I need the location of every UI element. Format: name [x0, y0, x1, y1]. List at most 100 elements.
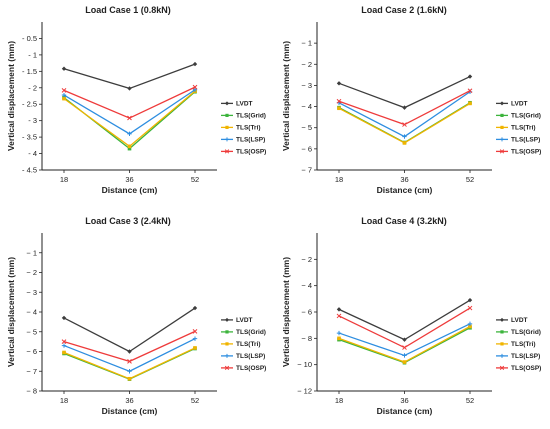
data-point — [402, 105, 407, 110]
panel-3: Load Case 3 (2.4kN) − 1 − 2 − 3 − 4 − 5 − 6 − 7… — [6, 216, 266, 416]
x-tick-label: 18 — [60, 175, 68, 184]
y-tick-label: - 0.5 — [22, 34, 37, 43]
chart-title: Load Case 2 (1.6kN) — [361, 5, 447, 15]
x-tick-label: 36 — [125, 396, 133, 405]
data-point — [467, 305, 473, 311]
series-tls-lsp- — [61, 87, 198, 137]
legend-label: TLS(LSP) — [511, 137, 540, 144]
series-tls-osp- — [61, 84, 198, 121]
series-tls-tri- — [62, 346, 197, 381]
data-point — [336, 313, 342, 319]
y-tick-label: − 12 — [297, 387, 312, 396]
y-tick-label: − 5 — [26, 327, 37, 336]
series-line — [63, 91, 196, 150]
legend-marker — [225, 137, 229, 142]
y-tick-label: − 8 — [26, 387, 37, 396]
data-point — [61, 343, 67, 348]
y-tick-label: − 7 — [26, 367, 37, 376]
data-point — [402, 337, 407, 342]
legend-label: LVDT — [511, 317, 528, 324]
data-point — [192, 84, 198, 90]
data-point — [192, 329, 198, 334]
legend-marker — [499, 365, 505, 371]
legend-marker — [224, 365, 230, 371]
legend-marker — [500, 113, 504, 117]
legend: LVDT TLS(Grid) TLS(Tri) TLS(LSP) TLS(OSP) — [496, 317, 541, 372]
x-axis-label: Distance (cm) — [102, 406, 158, 416]
legend-label: TLS(OSP) — [236, 149, 266, 156]
y-tick-label: − 6 — [26, 347, 37, 356]
y-tick-label: - 3.5 — [22, 133, 37, 142]
x-tick-label: 52 — [466, 396, 474, 405]
x-tick-label: 18 — [60, 396, 68, 405]
legend-marker — [225, 353, 229, 358]
data-point — [127, 349, 132, 354]
series-tls-tri- — [337, 101, 472, 145]
y-tick-label: - 1.5 — [22, 67, 37, 76]
series-line — [338, 75, 471, 109]
legend-marker — [225, 101, 229, 106]
data-point — [61, 339, 67, 344]
series-lvdt — [336, 297, 473, 342]
data-point — [467, 74, 473, 79]
data-point — [402, 122, 407, 127]
legend-marker — [225, 330, 229, 334]
legend-label: LVDT — [236, 317, 253, 324]
legend-label: TLS(LSP) — [236, 137, 265, 144]
data-point — [402, 141, 407, 145]
legend-marker — [225, 317, 229, 322]
y-tick-label: − 5 — [301, 123, 312, 132]
data-point — [192, 336, 198, 341]
legend-label: TLS(OSP) — [511, 365, 541, 372]
data-point — [192, 305, 198, 311]
legend: LVDT TLS(Grid) TLS(Tri) TLS(LSP) TLS(OSP) — [496, 101, 541, 156]
x-tick-label: 52 — [191, 175, 199, 184]
series-line — [63, 338, 196, 372]
legend: LVDT TLS(Grid) TLS(Tri) TLS(LSP) TLS(OSP) — [221, 317, 266, 372]
series-lvdt — [61, 61, 198, 91]
y-tick-label: − 8 — [301, 334, 312, 343]
chart-title: Load Case 4 (3.2kN) — [361, 216, 447, 226]
data-point — [337, 106, 341, 111]
legend-label: LVDT — [511, 101, 528, 108]
data-point — [468, 101, 472, 106]
data-point — [61, 66, 67, 71]
y-tick-label: − 1 — [301, 39, 312, 48]
data-point — [467, 321, 473, 327]
legend-label: TLS(LSP) — [236, 353, 265, 360]
x-tick-label: 18 — [335, 396, 343, 405]
y-axis-label: Vertical displacement (mm) — [281, 41, 291, 151]
legend: LVDT TLS(Grid) TLS(Tri) TLS(LSP) TLS(OSP) — [221, 101, 266, 156]
data-point — [127, 146, 132, 151]
y-tick-label: − 10 — [297, 360, 312, 369]
legend-marker — [499, 149, 505, 154]
data-point — [337, 336, 341, 341]
x-axis-label: Distance (cm) — [377, 406, 433, 416]
series-tls-lsp- — [336, 321, 473, 358]
series-line — [63, 307, 196, 353]
legend-label: TLS(Grid) — [511, 329, 541, 336]
y-tick-label: − 3 — [26, 288, 37, 297]
legend-marker — [500, 330, 504, 334]
x-tick-label: 36 — [125, 175, 133, 184]
legend-label: TLS(Grid) — [511, 113, 541, 120]
y-tick-label: - 2.5 — [22, 100, 37, 109]
legend-marker — [500, 353, 504, 358]
series-tls-osp- — [61, 329, 198, 364]
legend-label: TLS(Tri) — [236, 125, 261, 132]
y-tick-label: − 4 — [26, 308, 37, 317]
series-tls-osp- — [336, 305, 473, 350]
y-tick-label: − 2 — [301, 255, 312, 264]
data-point — [127, 359, 132, 364]
y-tick-label: − 4 — [301, 102, 312, 111]
panel-1: Load Case 1 (0.8kN) - 0.5 - 1 - 1.5 - 2 - 2.5… — [6, 5, 266, 195]
series-tls-osp- — [336, 88, 473, 127]
data-point — [402, 345, 407, 350]
data-point — [127, 86, 132, 91]
legend-label: TLS(Grid) — [236, 113, 266, 120]
data-point — [127, 369, 132, 374]
series-tls-lsp- — [61, 336, 198, 374]
data-point — [127, 376, 132, 381]
legend-marker — [225, 113, 229, 117]
